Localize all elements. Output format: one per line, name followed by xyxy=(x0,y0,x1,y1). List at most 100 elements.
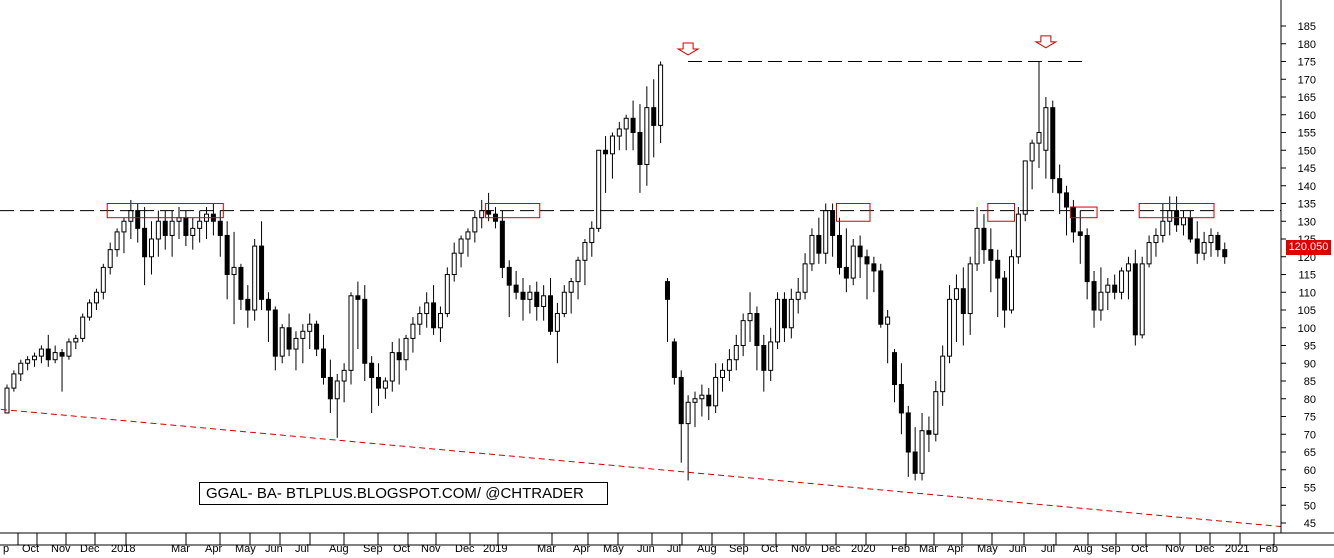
candle-body xyxy=(100,266,106,293)
candle-body xyxy=(754,313,760,346)
candle-body xyxy=(479,210,485,219)
candle-body xyxy=(864,256,870,265)
candle-body xyxy=(616,128,622,137)
candle-body xyxy=(1057,178,1063,194)
candle-body xyxy=(788,298,794,329)
candle-body xyxy=(403,337,409,361)
candle-body xyxy=(162,220,168,236)
candle-body xyxy=(541,295,547,307)
candle-body xyxy=(348,295,354,371)
resistance-box xyxy=(1138,203,1215,219)
candle-body xyxy=(1091,281,1097,311)
candle-body xyxy=(135,210,141,229)
candle-body xyxy=(974,227,980,265)
x-tick-label: Aug xyxy=(697,543,717,555)
candle-body xyxy=(506,266,512,286)
candle-body xyxy=(898,384,904,414)
candle-body xyxy=(527,291,533,300)
candle-body xyxy=(692,398,698,403)
candle-body xyxy=(671,341,677,378)
candle-body xyxy=(678,376,684,425)
candle-body xyxy=(410,323,416,339)
candle-body xyxy=(781,298,787,329)
x-tick-label: Nov xyxy=(51,543,71,555)
candle-body xyxy=(885,316,891,325)
y-tick-label: 45 xyxy=(1304,518,1316,530)
y-tick-label: 175 xyxy=(1298,57,1316,69)
candle-body xyxy=(768,341,774,371)
candle-body xyxy=(169,220,175,236)
candle-body xyxy=(499,220,505,268)
candle-body xyxy=(362,298,368,364)
candle-body xyxy=(1153,234,1159,244)
candle-body xyxy=(878,270,884,325)
y-tick-label: 70 xyxy=(1304,429,1316,441)
resistance-box xyxy=(987,203,1015,222)
candle-body xyxy=(1222,249,1228,258)
candle-body xyxy=(183,217,189,236)
candle-body xyxy=(905,412,911,453)
x-tick-label: Sep xyxy=(363,543,383,555)
candle-body xyxy=(293,337,299,350)
x-tick-label: Oct xyxy=(1131,543,1148,555)
candle-body xyxy=(637,132,643,165)
candle-body xyxy=(431,302,437,329)
y-tick-label: 170 xyxy=(1298,74,1316,86)
candle-body xyxy=(603,149,609,155)
candle-body xyxy=(190,227,196,236)
candle-body xyxy=(1194,238,1200,254)
candle-body xyxy=(155,220,161,240)
candle-body xyxy=(596,149,602,229)
candle-body xyxy=(389,352,395,382)
levels-layer xyxy=(0,61,1282,528)
x-tick-label: Mar xyxy=(171,543,190,555)
candle-body xyxy=(843,266,849,279)
x-tick-label: Feb xyxy=(891,543,910,555)
candle-body xyxy=(437,313,443,329)
x-tick-label: May xyxy=(603,543,624,555)
y-tick-label: 160 xyxy=(1298,110,1316,122)
candle-body xyxy=(1008,256,1014,311)
candle-body xyxy=(1084,234,1090,283)
candle-body xyxy=(892,352,898,386)
y-tick-label: 180 xyxy=(1298,39,1316,51)
y-tick-label: 135 xyxy=(1298,199,1316,211)
y-tick-label: 150 xyxy=(1298,145,1316,157)
x-tick-label: Apr xyxy=(947,543,964,555)
candle-body xyxy=(1064,192,1070,208)
candle-body xyxy=(1112,284,1118,293)
y-tick-label: 75 xyxy=(1304,412,1316,424)
resistance-box xyxy=(835,203,871,222)
x-tick-label: Jul xyxy=(667,543,681,555)
candle-body xyxy=(823,210,829,254)
x-tick-label: Jun xyxy=(637,543,655,555)
y-tick-label: 110 xyxy=(1298,287,1316,299)
x-tick-label: 2018 xyxy=(111,543,135,555)
y-tick-label: 155 xyxy=(1298,128,1316,140)
candle-body xyxy=(1098,291,1104,311)
candle-body xyxy=(947,298,953,357)
candle-body xyxy=(1077,231,1083,236)
candle-body xyxy=(664,281,670,300)
candle-body xyxy=(4,387,10,414)
candle-body xyxy=(45,348,51,361)
y-tick-label: 185 xyxy=(1298,21,1316,33)
candle-body xyxy=(1160,220,1166,236)
x-tick-label: Jul xyxy=(295,543,309,555)
y-tick-label: 60 xyxy=(1304,465,1316,477)
candle-body xyxy=(795,291,801,300)
candle-body xyxy=(623,117,629,130)
candle-body xyxy=(1125,263,1131,272)
x-tick-label: Jun xyxy=(265,543,283,555)
x-tick-label: Nov xyxy=(421,543,441,555)
candle-body xyxy=(644,107,650,165)
candle-body xyxy=(142,227,148,258)
x-tick-label: p xyxy=(3,543,9,555)
y-axis: 4550556065707580859095100105110115120125… xyxy=(1280,0,1316,533)
x-tick-label: Oct xyxy=(22,543,39,555)
candle-body xyxy=(300,330,306,339)
candle-body xyxy=(307,323,313,332)
candle-body xyxy=(830,210,836,236)
